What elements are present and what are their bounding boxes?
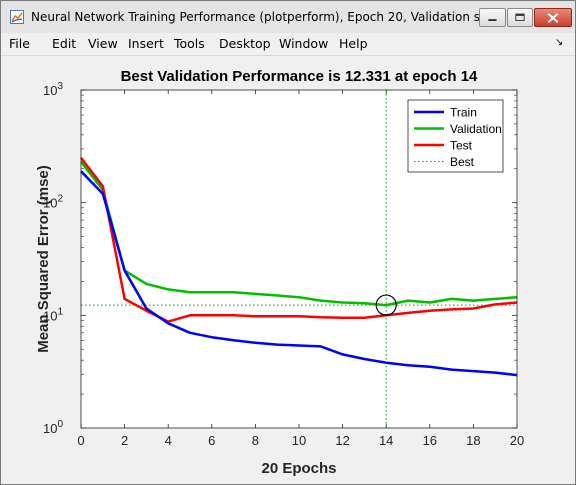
menu-help[interactable]: Help	[339, 36, 368, 51]
x-tick-label: 4	[165, 433, 172, 448]
legend-label-validation: Validation	[450, 122, 502, 136]
x-axis-label: 20 Epochs	[261, 460, 336, 477]
y-axis-ticks: 100 101 102 103	[43, 81, 517, 436]
menu-window[interactable]: Window	[279, 36, 329, 51]
x-tick-label: 6	[208, 433, 215, 448]
legend-label-test: Test	[450, 139, 473, 153]
x-tick-label: 16	[423, 433, 437, 448]
plot-frame	[80, 89, 518, 429]
minimize-button[interactable]	[479, 8, 506, 27]
x-axis-ticks: 0 2 4 6 8 10 12 14 16 18 20	[77, 90, 524, 448]
legend-label-best: Best	[450, 155, 475, 169]
y-axis-label: Mean Squared Error (mse)	[35, 165, 52, 353]
title-bar[interactable]: Neural Network Training Performance (plo…	[1, 1, 575, 33]
x-tick-label: 0	[77, 433, 84, 448]
maximize-button[interactable]	[507, 8, 533, 27]
x-tick-label: 2	[121, 433, 128, 448]
x-tick-label: 8	[252, 433, 259, 448]
x-tick-label: 18	[466, 433, 480, 448]
y-tick-label: 100	[43, 419, 63, 436]
window-title: Neural Network Training Performance (plo…	[31, 10, 504, 24]
maximize-icon	[515, 13, 525, 21]
series-line-train	[80, 170, 518, 377]
x-tick-label: 12	[335, 433, 349, 448]
menu-edit[interactable]: Edit	[52, 36, 77, 51]
menu-insert[interactable]: Insert	[128, 36, 164, 51]
x-tick-label: 14	[379, 433, 393, 448]
legend-label-train: Train	[450, 106, 477, 120]
y-tick-label: 103	[43, 81, 63, 98]
x-tick-label: 20	[510, 433, 524, 448]
close-icon	[547, 12, 559, 24]
menu-view[interactable]: View	[88, 36, 118, 51]
series-group	[80, 90, 518, 428]
menu-bar: File Edit View Insert Tools Desktop Wind…	[1, 33, 575, 56]
minimize-icon	[488, 19, 497, 22]
menu-file[interactable]: File	[9, 36, 30, 51]
menu-tools[interactable]: Tools	[174, 36, 205, 51]
legend: Train Validation Test Best	[407, 99, 504, 173]
x-tick-label: 10	[292, 433, 306, 448]
close-button[interactable]	[534, 8, 572, 27]
menu-desktop[interactable]: Desktop	[219, 36, 271, 51]
chart-title: Best Validation Performance is 12.331 at…	[121, 68, 478, 85]
matlab-figure-icon	[10, 10, 24, 24]
best-point-marker	[375, 294, 397, 316]
y-tick-label: 101	[43, 306, 63, 323]
figure-canvas: Best Validation Performance is 12.331 at…	[8, 56, 570, 479]
series-line-validation	[80, 161, 518, 307]
performance-plot: Best Validation Performance is 12.331 at…	[35, 68, 524, 477]
y-tick-label: 102	[43, 194, 63, 211]
dock-arrow-icon[interactable]: ↘	[555, 37, 564, 48]
